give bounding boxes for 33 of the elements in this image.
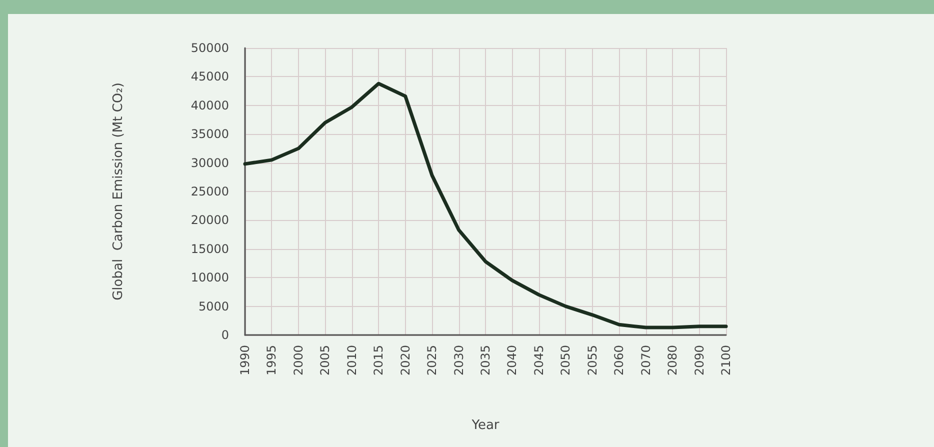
x-tick-label: 2005 (318, 345, 332, 376)
x-tick-label: 2070 (638, 345, 653, 376)
x-tick-label: 2000 (291, 345, 306, 376)
y-tick-label: 50000 (190, 41, 229, 55)
y-tick-label: 35000 (190, 127, 229, 142)
y-tick-label: 15000 (190, 242, 229, 256)
x-tick-label: 2040 (505, 345, 520, 376)
x-tick-label: 2080 (666, 345, 680, 376)
y-tick-label: 0 (221, 328, 229, 342)
y-axis-title: Global Carbon Emission (Mt CO₂) (111, 82, 126, 300)
x-tick-label: 2045 (532, 345, 546, 376)
y-tick-label: 20000 (190, 213, 229, 228)
x-tick-label: 2010 (344, 345, 359, 376)
x-tick-label: 2100 (719, 345, 733, 376)
x-tick-label: 2030 (452, 345, 466, 376)
y-tick-label: 10000 (190, 270, 229, 285)
y-tick-label: 5000 (198, 299, 229, 314)
x-tick-label: 1995 (264, 345, 279, 376)
x-tick-label: 2050 (558, 345, 573, 376)
y-tick-label: 45000 (190, 70, 229, 84)
y-tick-label: 25000 (190, 184, 229, 198)
y-tick-label: 40000 (190, 98, 229, 112)
x-tick-label: 2035 (478, 345, 492, 376)
x-tick-label: 2025 (425, 345, 440, 376)
x-tick-label: 2055 (585, 345, 600, 376)
x-tick-label: 2020 (398, 345, 412, 376)
line-series (243, 82, 728, 330)
x-tick-label: 2090 (692, 345, 706, 376)
x-tick-label: 1990 (238, 345, 252, 376)
y-tick-label: 30000 (190, 156, 229, 170)
x-tick-label: 2060 (612, 345, 626, 376)
x-axis-title: Year (470, 418, 500, 433)
x-tick-label: 2015 (372, 345, 386, 376)
